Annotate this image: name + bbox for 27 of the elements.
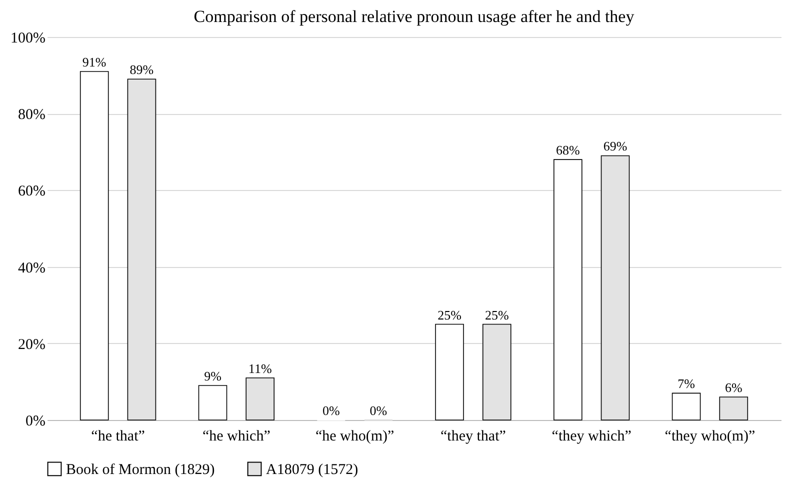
data-label: 69% [603,138,628,154]
legend-label: A18079 (1572) [266,462,358,478]
y-tick-label: 80% [18,107,46,124]
data-label: 0% [322,403,340,418]
x-tick-label: “he who(m)” [315,428,394,444]
data-label: 9% [204,368,222,384]
chart-title: Comparison of personal relative pronoun usage after he and they [194,7,635,26]
y-tick-label: 40% [18,260,46,276]
data-label: 25% [484,307,509,322]
data-label: 6% [724,380,742,396]
y-tick-label: 60% [18,184,46,200]
data-label: 89% [130,62,154,78]
legend-label: Book of Mormon (1829) [66,462,215,478]
x-tick-label: “he that” [91,428,145,444]
x-tick-label: “they which” [552,428,632,444]
data-label: 11% [248,360,272,376]
x-tick-label: “they that” [440,428,506,444]
data-label: 91% [82,54,106,70]
y-tick-label: 0% [26,414,46,430]
data-label: 0% [370,403,388,418]
x-tick-label: “he which” [202,428,270,444]
data-label: 68% [556,142,580,158]
y-tick-label: 20% [18,336,46,353]
data-label: 7% [678,376,696,392]
x-tick-label: “they who(m)” [664,428,756,444]
y-tick-label: 100% [10,30,46,46]
data-label: 25% [438,307,462,322]
